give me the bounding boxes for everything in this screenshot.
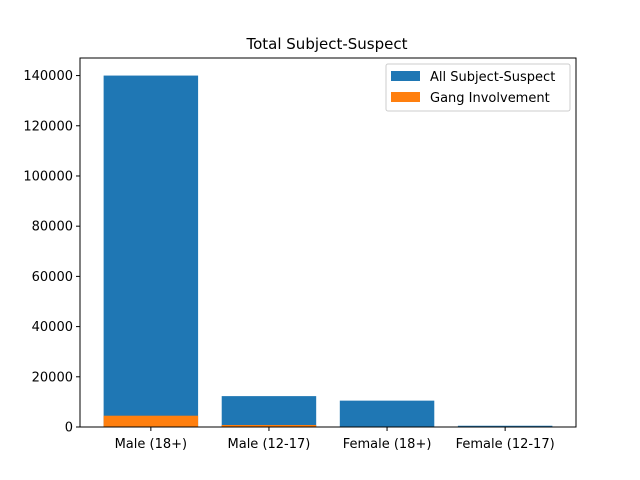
legend-label: All Subject-Suspect [430,70,555,85]
chart-title: Total Subject-Suspect [245,35,407,53]
legend-swatch [391,71,420,81]
bar-gang-involvement-0 [103,415,199,427]
x-tick-label: Female (12-17) [456,437,555,452]
x-tick-label: Male (18+) [115,437,188,452]
bar-all-subject-suspect-0 [103,75,199,427]
y-tick-label: 140000 [23,69,73,84]
bar-gang-involvement-1 [221,424,317,427]
legend: All Subject-Suspect Gang Involvement [385,63,571,112]
y-tick-label: 120000 [23,119,73,134]
x-axis: Male (18+) Male (12-17) Female (18+) Female… [115,427,555,452]
legend-label: Gang Involvement [430,91,550,106]
plot-frame [79,57,577,428]
y-tick-label: 0 [65,421,73,436]
bars-group [103,75,553,427]
y-axis: 0 20000 40000 60000 80000 100000 120000 140000 [23,69,80,436]
x-tick-label: Male (12-17) [228,437,311,452]
y-tick-label: 100000 [23,169,73,184]
y-tick-label: 80000 [32,220,73,235]
bar-all-subject-suspect-1 [221,396,317,427]
y-tick-label: 20000 [32,370,73,385]
x-tick-label: Female (18+) [343,437,432,452]
y-tick-label: 60000 [32,270,73,285]
legend-swatch [391,92,420,102]
legend-box [385,63,571,112]
bar-all-subject-suspect-3 [457,425,553,427]
y-tick-label: 40000 [32,320,73,335]
bar-all-subject-suspect-2 [339,400,435,427]
